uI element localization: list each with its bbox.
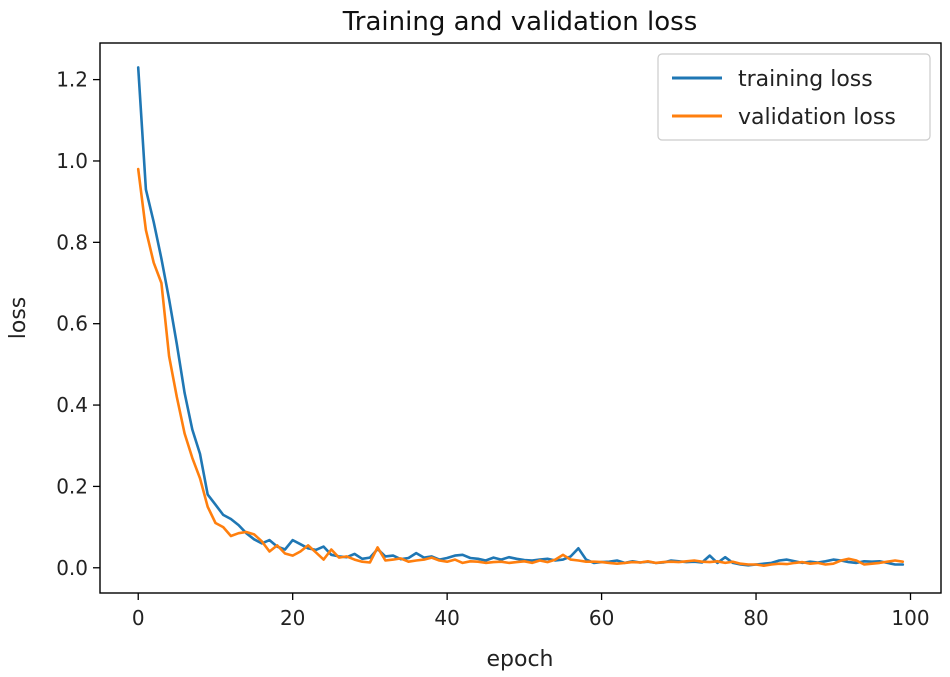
x-tick-label: 0 (132, 606, 145, 630)
x-axis-label: epoch (487, 647, 554, 672)
y-tick-label: 0.6 (56, 312, 88, 336)
y-tick-label: 0.2 (56, 474, 88, 498)
x-tick-label: 40 (434, 606, 459, 630)
legend: training loss validation loss (657, 53, 931, 141)
x-tick-label: 80 (743, 606, 768, 630)
x-tick-label: 100 (891, 606, 929, 630)
axes-frame (99, 42, 942, 594)
series-layer (136, 66, 905, 568)
y-tick-label: 0.4 (56, 393, 88, 417)
series-line-validation-loss (136, 167, 905, 568)
legend-label-training-loss: training loss (738, 67, 873, 92)
plot-area (136, 66, 905, 568)
series-line-training-loss (136, 66, 905, 567)
y-tick-label: 0.8 (56, 230, 88, 254)
y-axis-label: loss (6, 297, 31, 340)
y-axis: 0.0 0.2 0.4 0.6 0.8 1.0 1.2 (56, 68, 100, 580)
y-tick-label: 1.0 (56, 149, 88, 173)
y-tick-label: 0.0 (56, 556, 88, 580)
x-tick-label: 60 (589, 606, 614, 630)
legend-label-validation-loss: validation loss (738, 105, 896, 130)
chart-title: Training and validation loss (342, 7, 698, 37)
legend-box (657, 53, 931, 141)
x-tick-label: 20 (280, 606, 305, 630)
y-tick-label: 1.2 (56, 68, 88, 92)
x-axis: 0 20 40 60 80 100 (132, 593, 930, 630)
